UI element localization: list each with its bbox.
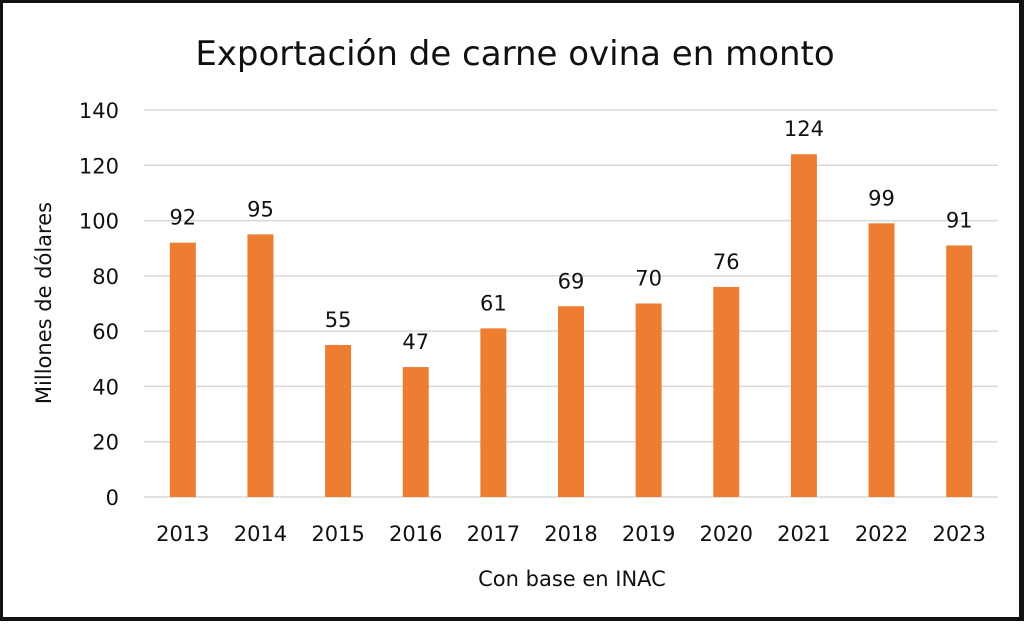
- y-tick-label: 140: [79, 99, 119, 123]
- bar-2019: [635, 303, 662, 497]
- x-tick-label: 2015: [311, 522, 364, 546]
- y-tick-label: 40: [92, 375, 119, 399]
- data-label: 69: [558, 269, 585, 293]
- x-tick-label: 2016: [389, 522, 442, 546]
- y-tick-label: 100: [79, 210, 119, 234]
- data-label: 61: [480, 291, 507, 315]
- data-label: 76: [713, 250, 740, 274]
- x-tick-label: 2017: [467, 522, 520, 546]
- bar-2015: [325, 344, 352, 497]
- data-label: 47: [402, 330, 429, 354]
- x-tick-label: 2013: [156, 522, 209, 546]
- y-axis-ticks: 0 20 40 60 80 100 120 140: [79, 99, 119, 510]
- y-tick-label: 20: [92, 431, 119, 455]
- data-label: 92: [169, 206, 196, 230]
- bar-2014: [247, 234, 274, 497]
- x-tick-label: 2018: [544, 522, 597, 546]
- bars: [169, 154, 973, 498]
- data-label: 55: [325, 308, 352, 332]
- x-tick-label: 2014: [234, 522, 287, 546]
- data-label: 70: [635, 267, 662, 291]
- x-tick-label: 2023: [932, 522, 985, 546]
- data-label: 95: [247, 197, 274, 221]
- x-tick-label: 2021: [777, 522, 830, 546]
- bar-2013: [169, 242, 196, 497]
- bar-2023: [946, 245, 973, 497]
- y-tick-label: 80: [92, 265, 119, 289]
- bar-2018: [558, 306, 584, 497]
- data-label: 99: [868, 186, 895, 210]
- x-tick-label: 2022: [855, 522, 908, 546]
- bar-2016: [402, 367, 429, 497]
- bar-2020: [713, 286, 740, 497]
- y-tick-label: 60: [92, 320, 119, 344]
- bar-2017: [480, 328, 507, 497]
- data-label: 91: [946, 208, 973, 232]
- bar-2022: [868, 223, 895, 498]
- y-axis-label: Millones de dólares: [32, 202, 56, 404]
- x-axis-label: Con base en INAC: [478, 567, 666, 591]
- x-axis-ticks: 2013 2014 2015 2016 2017 2018 2019 2020 2021 2022…: [156, 522, 986, 546]
- data-labels: 92 95 55 47 61 69 70 76 124 99 91: [169, 117, 972, 354]
- y-tick-label: 0: [106, 486, 119, 510]
- y-tick-label: 120: [79, 154, 119, 178]
- x-tick-label: 2019: [622, 522, 675, 546]
- data-label: 124: [784, 117, 824, 141]
- bar-chart: Exportación de carne ovina en monto 0 20 4…: [32, 34, 998, 591]
- x-tick-label: 2020: [700, 522, 753, 546]
- chart-title: Exportación de carne ovina en monto: [195, 34, 834, 74]
- bar-2021: [790, 154, 817, 497]
